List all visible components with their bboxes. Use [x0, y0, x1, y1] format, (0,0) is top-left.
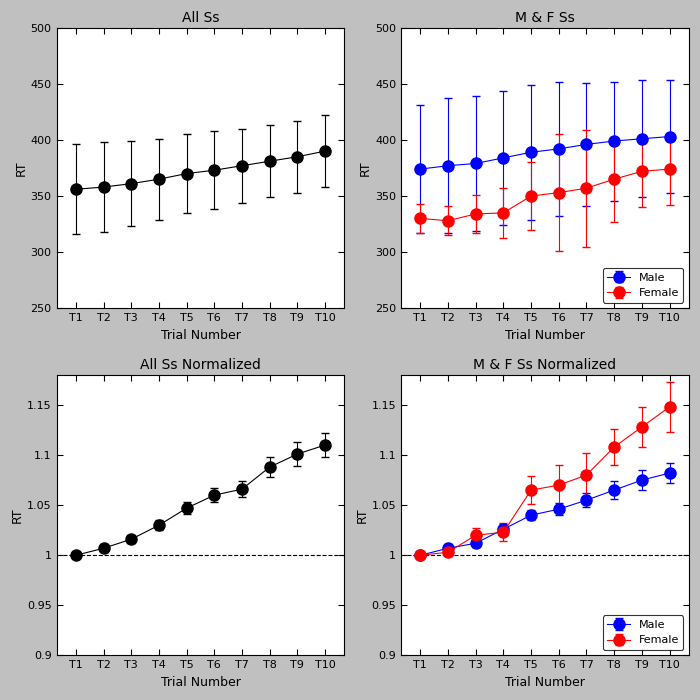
Y-axis label: RT: RT	[359, 160, 372, 176]
X-axis label: Trial Number: Trial Number	[505, 329, 585, 342]
Title: M & F Ss Normalized: M & F Ss Normalized	[473, 358, 617, 372]
Title: All Ss Normalized: All Ss Normalized	[140, 358, 261, 372]
Y-axis label: RT: RT	[356, 508, 369, 523]
X-axis label: Trial Number: Trial Number	[160, 329, 240, 342]
Y-axis label: RT: RT	[15, 160, 28, 176]
X-axis label: Trial Number: Trial Number	[160, 676, 240, 689]
Title: All Ss: All Ss	[182, 11, 219, 25]
Title: M & F Ss: M & F Ss	[515, 11, 575, 25]
Legend: Male, Female: Male, Female	[603, 268, 683, 302]
Y-axis label: RT: RT	[11, 508, 24, 523]
Legend: Male, Female: Male, Female	[603, 615, 683, 650]
X-axis label: Trial Number: Trial Number	[505, 676, 585, 689]
